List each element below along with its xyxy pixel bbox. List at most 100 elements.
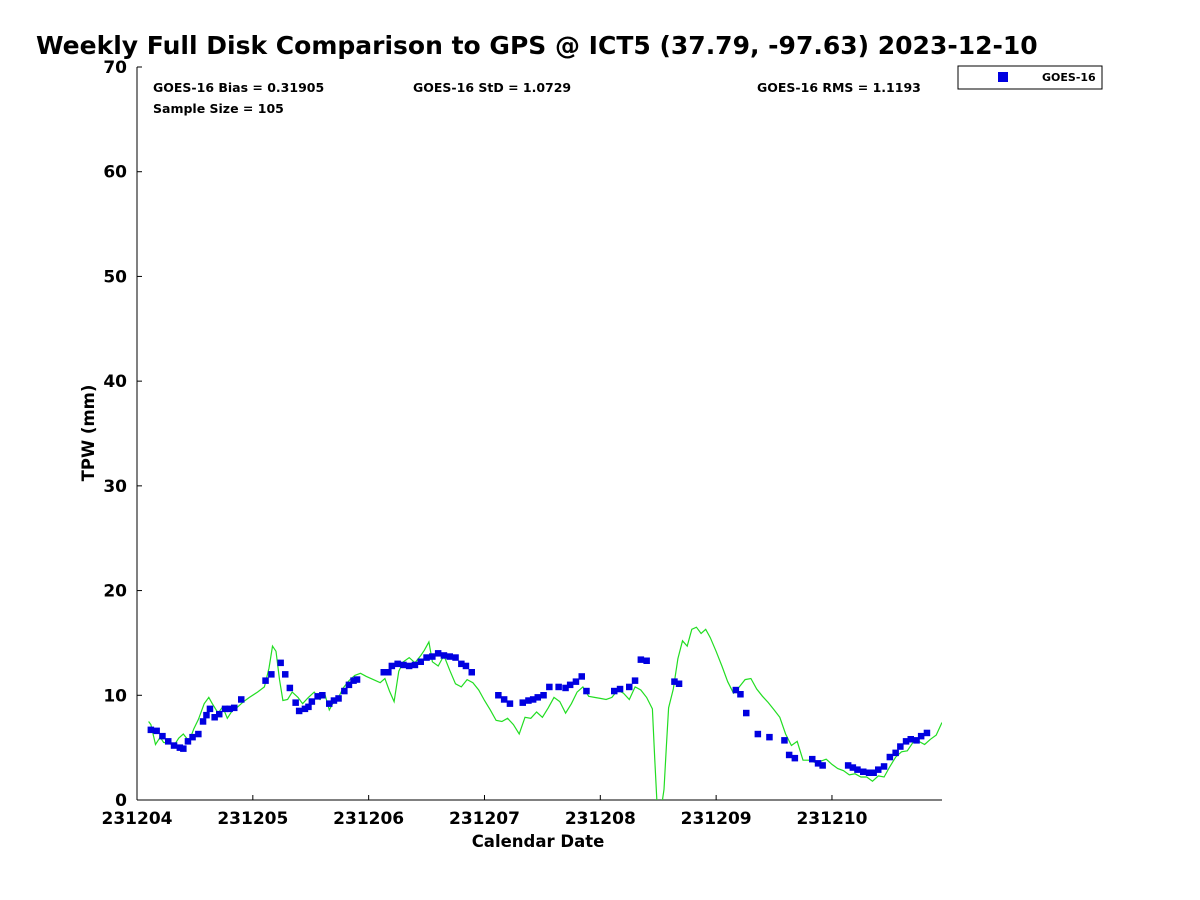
goes16-point — [525, 697, 532, 704]
gps-tpw-line — [148, 626, 942, 800]
goes16-point — [902, 738, 910, 745]
goes16-point — [268, 671, 275, 678]
goes16-point — [176, 744, 184, 751]
legend-label: GOES-16 — [1042, 71, 1096, 84]
goes16-point — [534, 694, 541, 701]
goes16-point — [468, 669, 475, 676]
goes16-point — [394, 660, 401, 668]
goes16-point — [385, 669, 392, 676]
goes16-point — [844, 762, 852, 769]
goes16-point — [411, 661, 419, 669]
goes16-point — [809, 755, 816, 763]
goes16-point — [277, 659, 284, 667]
legend-box — [957, 65, 1103, 90]
goes16-point — [766, 733, 773, 741]
goes16-point — [870, 769, 877, 776]
goes16-point — [305, 703, 312, 711]
goes16-point — [814, 760, 822, 767]
x-tick-label: 231206 — [333, 809, 404, 829]
goes16-point — [231, 704, 238, 712]
goes16-point — [345, 681, 353, 689]
y-tick-label: 50 — [103, 267, 127, 287]
goes16-point — [562, 684, 569, 692]
y-tick-label: 60 — [103, 163, 127, 183]
goes16-point — [637, 656, 645, 663]
goes16-point — [886, 753, 894, 761]
goes16-point — [180, 745, 187, 752]
goes16-point — [353, 676, 361, 683]
goes16-point — [462, 662, 470, 670]
goes16-point — [238, 696, 245, 703]
goes16-point — [400, 661, 407, 669]
goes16-point — [583, 687, 590, 695]
goes16-point — [301, 705, 309, 713]
goes16-point — [147, 726, 155, 734]
goes16-point — [572, 678, 580, 685]
goes16-point — [546, 683, 553, 691]
goes16-point — [671, 678, 678, 685]
goes16-point — [226, 705, 233, 713]
goes16-point — [865, 769, 873, 776]
goes16-point — [732, 686, 740, 694]
goes16-point — [781, 737, 788, 744]
goes16-point — [170, 742, 178, 749]
goes16-point — [335, 695, 342, 702]
goes16-point — [519, 699, 526, 706]
goes16-point — [308, 698, 316, 705]
goes16-point — [500, 696, 508, 703]
goes16-point — [743, 709, 750, 717]
rms-stat: GOES-16 RMS = 1.1193 — [757, 80, 921, 95]
goes16-point — [405, 662, 413, 670]
goes16-point — [737, 691, 744, 698]
goes16-point — [631, 677, 639, 684]
x-axis-ticks: 231204 231205 231206 231207 231208 231209 2312… — [102, 795, 868, 829]
goes16-point — [875, 766, 882, 773]
goes16-point — [341, 687, 348, 695]
goes16-point — [578, 673, 585, 680]
goes16-point — [440, 652, 448, 659]
goes16-point — [452, 654, 459, 661]
goes16-point — [195, 730, 202, 738]
goes16-point — [286, 684, 294, 692]
goes16-point — [203, 711, 210, 719]
goes16-point — [216, 710, 223, 718]
goes16-point — [282, 671, 289, 678]
plot-background — [137, 67, 942, 800]
goes16-point — [184, 738, 192, 745]
x-tick-label: 231209 — [681, 809, 752, 829]
y-tick-label: 20 — [103, 582, 127, 602]
goes16-point — [529, 696, 537, 703]
goes16-point — [417, 658, 424, 665]
goes16-point — [643, 657, 650, 664]
x-tick-label: 231208 — [565, 809, 636, 829]
goes16-point — [675, 680, 683, 687]
plot-area — [136, 67, 942, 801]
goes16-point — [913, 737, 920, 744]
y-axis-label: TPW (mm) — [79, 385, 98, 482]
goes16-point — [897, 743, 904, 750]
goes16-point — [626, 683, 633, 691]
goes16-point — [326, 700, 333, 707]
goes16-point — [189, 733, 196, 741]
series-layer — [147, 626, 942, 800]
goes16-point — [292, 699, 299, 706]
goes16-point — [423, 654, 430, 661]
goes16-point — [211, 714, 218, 721]
goes16-point — [295, 707, 303, 715]
x-tick-label: 231210 — [796, 809, 867, 829]
goes16-point — [221, 705, 229, 713]
std-stat: GOES-16 StD = 1.0729 — [413, 80, 571, 95]
goes16-point — [819, 762, 826, 769]
goes16-point — [165, 738, 172, 745]
legend-marker — [998, 72, 1008, 82]
goes16-point — [206, 705, 214, 713]
goes16-point — [446, 653, 453, 660]
y-axis-ticks: 0 10 20 30 40 50 60 70 — [103, 58, 142, 811]
goes16-point — [860, 768, 867, 775]
goes16-point — [854, 766, 861, 773]
y-tick-label: 30 — [103, 477, 127, 497]
bias-stat: GOES-16 Bias = 0.31905 — [153, 80, 324, 95]
x-tick-label: 231205 — [217, 809, 288, 829]
goes16-point — [495, 692, 502, 699]
goes16-point — [380, 669, 387, 676]
